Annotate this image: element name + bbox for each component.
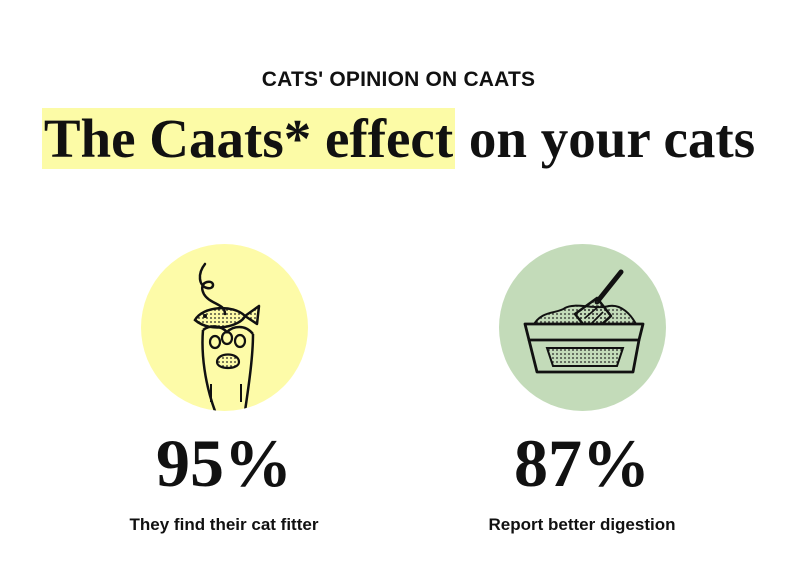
icon-circle xyxy=(498,244,666,411)
title-highlight: The Caats* effect xyxy=(41,108,456,169)
cat-paw-with-toy-fish-icon xyxy=(192,262,260,411)
stat-value: 87% xyxy=(514,425,650,501)
page-title: The Caats* effect on your cats xyxy=(0,105,797,173)
icon-circle xyxy=(140,244,308,411)
title-rest: on your cats xyxy=(455,108,756,169)
stat-card-fitness: 95% They find their cat fitter xyxy=(94,244,354,537)
litter-box-with-scoop-icon xyxy=(523,269,644,374)
stat-value: 95% xyxy=(156,425,292,501)
section-eyebrow: CATS' OPINION ON CAATS xyxy=(261,68,536,91)
stat-card-digestion: 87% Report better digestion xyxy=(452,244,712,537)
stat-caption: They find their cat fitter xyxy=(129,515,319,534)
stat-caption: Report better digestion xyxy=(488,515,676,534)
